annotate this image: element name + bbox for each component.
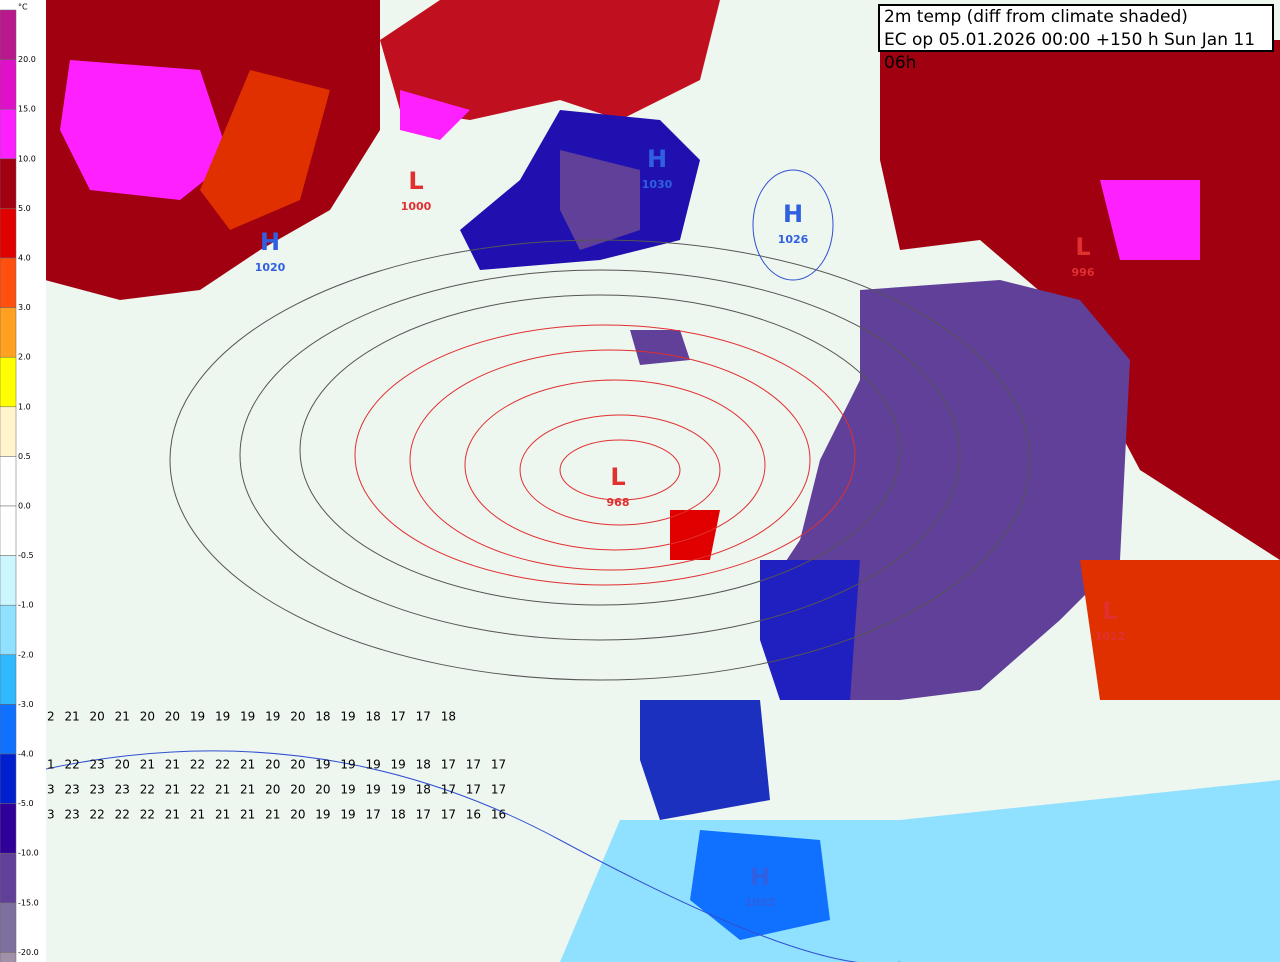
center-pressure: 1012 [1095,630,1126,643]
legend-swatch [0,257,17,308]
legend-label: -2.0 [18,650,34,659]
legend-label: 1.0 [18,402,31,411]
legend-swatch [0,9,17,60]
legend-swatch [0,307,17,358]
legend-swatch [0,704,17,755]
center-letter: H [647,145,667,173]
center-pressure: 996 [1072,266,1095,279]
center-letter: H [783,200,803,228]
legend-label: 10.0 [18,154,36,163]
legend-swatch [0,59,17,110]
legend-swatch [0,208,17,259]
center-letter: H [260,228,280,256]
center-pressure: 1032 [745,896,776,909]
legend-label: 2.0 [18,353,31,362]
center-pressure: 968 [607,496,630,509]
legend-label: -10.0 [18,849,39,858]
center-pressure: 1000 [401,200,432,213]
legend-swatch [0,654,17,705]
legend-label: 0.5 [18,452,31,461]
value-grid: 2 21 20 21 20 20 19 19 19 19 20 18 19 18… [47,710,506,822]
legend-swatch [0,803,17,854]
legend-label: -1.0 [18,601,34,610]
legend-swatch [0,356,17,408]
map-subtitle: EC op 05.01.2026 00:00 +150 h Sun Jan 11… [884,30,1256,73]
legend-label: -0.5 [18,551,34,560]
legend-label: 4.0 [18,254,31,263]
legend-label: -20.0 [18,948,39,957]
legend-label: -3.0 [18,700,34,709]
grid-value-row: 1 22 23 20 21 21 22 22 21 20 20 19 19 19… [47,758,506,772]
grid-value-row: 3 23 23 23 22 21 22 21 21 20 20 20 19 19… [47,783,506,797]
pressure-centers: L 1000 H 1026 L 968 H 1020 L 996 L 1012 H 1032 H 1030 [255,145,1126,909]
map-title: 2m temp (diff from climate shaded) [884,7,1188,27]
legend-swatch [0,108,17,160]
title-box: 2m temp (diff from climate shaded) EC op… [878,4,1274,73]
color-legend: °C 20.0 15.0 10.0 5.0 4.0 3.0 2.0 1.0 0.5 0.0 -0.5 -… [0,0,46,962]
legend-swatch [0,902,17,953]
center-letter: H [750,863,770,891]
center-letter: L [408,167,423,195]
legend-label: 5.0 [18,204,31,213]
legend-label: 0.0 [18,502,31,511]
legend-label: -15.0 [18,898,39,907]
legend-unit: °C [18,3,28,12]
center-pressure: 1020 [255,261,286,274]
legend-label: -4.0 [18,750,34,759]
legend-label: 15.0 [18,105,36,114]
legend-label: 20.0 [18,55,36,64]
legend-label: 3.0 [18,303,31,312]
legend-swatch [0,456,17,507]
center-pressure: 1026 [778,233,809,246]
legend-swatch [0,406,17,457]
center-letter: L [1102,597,1117,625]
shading [45,0,1280,962]
legend-swatch [0,852,17,904]
isobars [0,169,1031,962]
legend-swatch [0,505,17,556]
legend-swatch [0,604,17,656]
legend-swatch [0,952,17,962]
center-pressure: 1030 [642,178,673,191]
legend-swatch [0,753,17,804]
center-letter: L [610,463,625,491]
legend-swatch [0,555,17,606]
grid-value-row: 2 21 20 21 20 20 19 19 19 19 20 18 19 18… [47,710,456,724]
center-letter: L [1075,233,1090,261]
legend-swatch [0,158,17,209]
grid-value-row: 3 23 22 22 22 21 21 21 21 21 20 19 19 17… [47,808,506,822]
legend-label: -5.0 [18,799,34,808]
